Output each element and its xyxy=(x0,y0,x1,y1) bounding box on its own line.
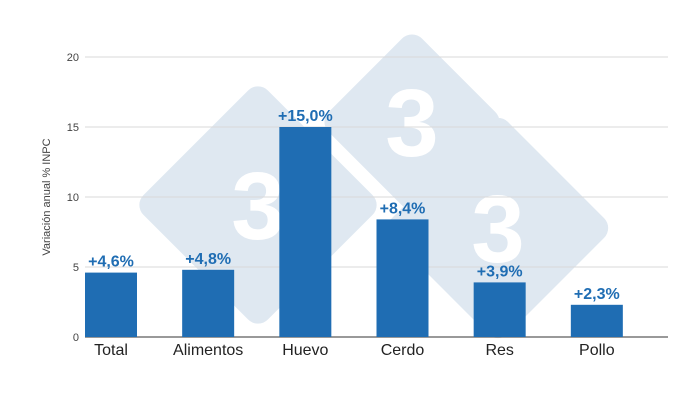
x-tick-label: Total xyxy=(94,342,128,359)
x-tick-label: Cerdo xyxy=(381,342,425,359)
y-axis-ticks: 0 5 10 15 20 xyxy=(67,52,79,344)
watermark-glyph: 3 xyxy=(231,153,284,260)
x-tick-label: Res xyxy=(485,342,513,359)
y-tick-label: 15 xyxy=(67,122,79,134)
x-axis-ticks: Total Alimentos Huevo Cerdo Res Pollo xyxy=(94,342,615,359)
data-label: +15,0% xyxy=(278,108,333,125)
bar-alimentos xyxy=(182,269,235,337)
data-label: +2,3% xyxy=(574,286,620,303)
y-tick-label: 5 xyxy=(73,262,79,274)
bar-res xyxy=(473,282,526,337)
data-labels: +4,6% +4,8% +15,0% +8,4% +3,9% +2,3% xyxy=(88,108,620,303)
bar-cerdo xyxy=(376,219,429,337)
bar-pollo xyxy=(570,304,623,337)
watermark-glyph: 3 xyxy=(471,176,524,283)
y-tick-label: 0 xyxy=(73,332,79,344)
data-label: +8,4% xyxy=(380,200,426,217)
bar-total xyxy=(85,272,137,337)
bars xyxy=(85,127,623,337)
bar-huevo xyxy=(279,127,332,337)
watermark-diamond: 3 xyxy=(387,117,609,339)
y-tick-label: 20 xyxy=(67,52,79,64)
y-tick-label: 10 xyxy=(67,192,79,204)
x-tick-label: Huevo xyxy=(282,342,328,359)
watermark-glyph: 3 xyxy=(385,70,438,177)
data-label: +4,8% xyxy=(185,251,231,268)
x-tick-label: Alimentos xyxy=(173,342,243,359)
x-tick-label: Pollo xyxy=(579,342,615,359)
y-axis-label: Variación anual % INPC xyxy=(41,138,53,255)
data-label: +4,6% xyxy=(88,254,134,271)
data-label: +3,9% xyxy=(477,263,523,280)
